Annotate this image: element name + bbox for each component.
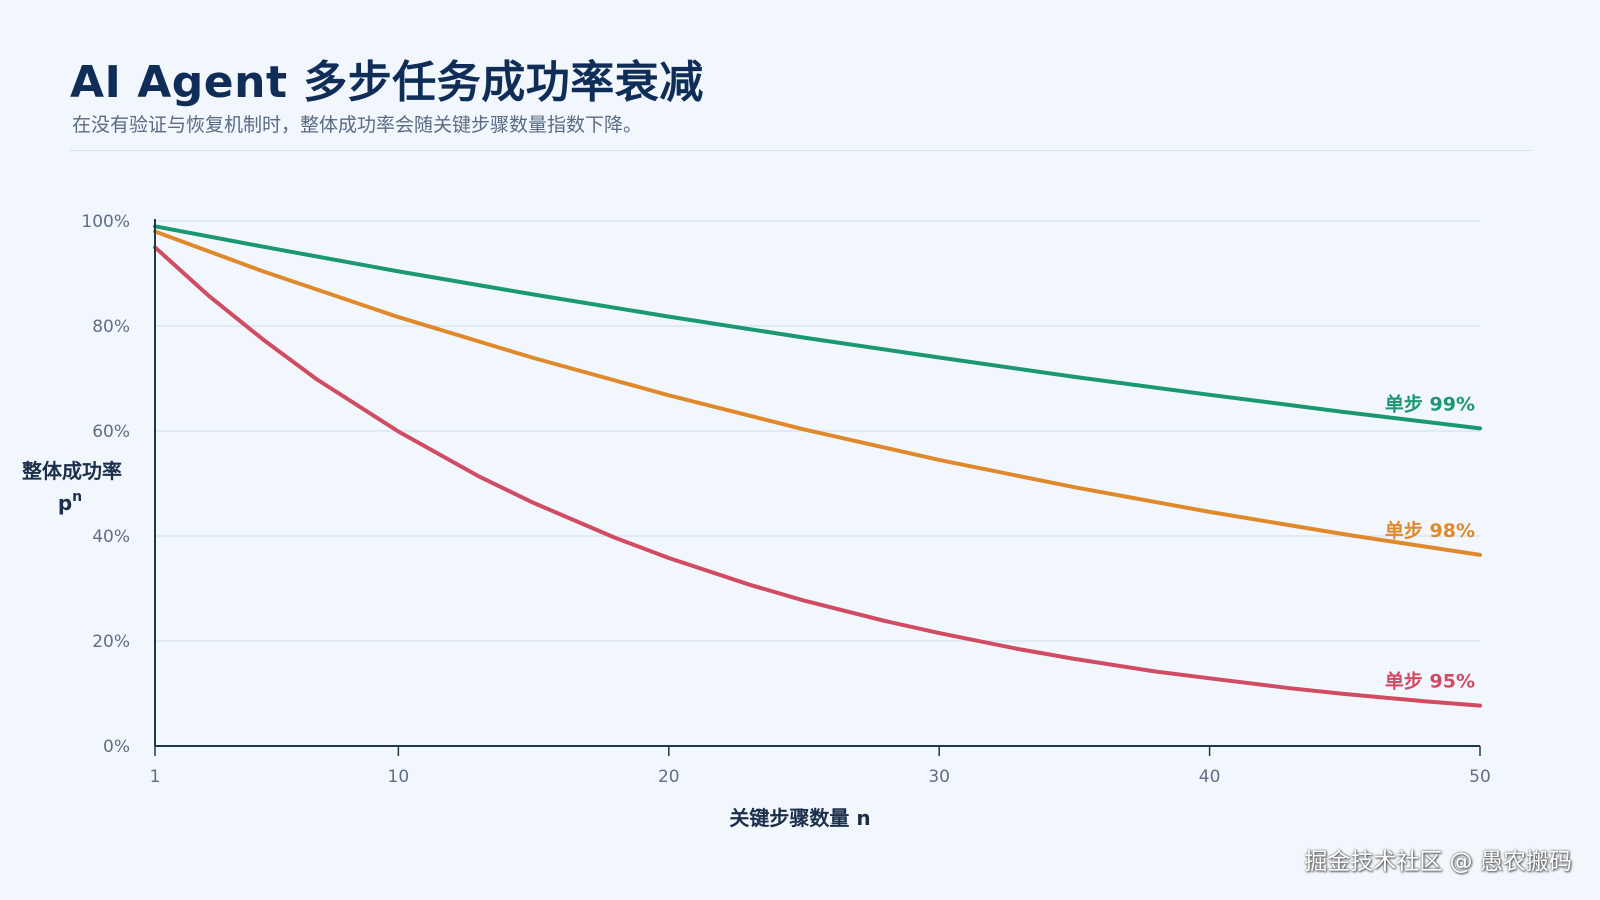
x-tick-label: 40 bbox=[1199, 767, 1221, 787]
y-tick-label: 80% bbox=[92, 317, 130, 337]
grid-lines bbox=[155, 220, 1480, 642]
series-label-1: 单步 99% bbox=[1385, 392, 1475, 415]
series-label-3: 单步 95% bbox=[1385, 670, 1475, 693]
watermark: 掘金技术社区 @ 愚农搬码 bbox=[1304, 849, 1572, 875]
axes bbox=[154, 219, 1481, 756]
x-tick-label: 20 bbox=[658, 767, 680, 787]
x-tick-label: 50 bbox=[1469, 767, 1491, 787]
y-tick-label: 40% bbox=[92, 527, 130, 547]
x-tick-label: 10 bbox=[388, 767, 410, 787]
x-tick-label: 30 bbox=[928, 767, 950, 787]
x-tick-label: 1 bbox=[150, 767, 161, 787]
y-axis-formula: pn bbox=[58, 489, 82, 515]
y-axis-title: 整体成功率 bbox=[21, 459, 122, 483]
y-axis-formula-base: p bbox=[58, 491, 72, 515]
series-line-2 bbox=[153, 229, 1482, 557]
series-labels: 单步 99% 单步 98% 单步 95% bbox=[1385, 392, 1475, 692]
x-axis-title: 关键步骤数量 n bbox=[729, 806, 870, 830]
page-subtitle: 在没有验证与恢复机制时，整体成功率会随关键步骤数量指数下降。 bbox=[72, 114, 643, 136]
header-divider bbox=[70, 150, 1532, 151]
y-tick-label: 100% bbox=[81, 212, 130, 232]
y-tick-label: 0% bbox=[103, 737, 130, 757]
series-line-3 bbox=[153, 245, 1482, 708]
series-label-2: 单步 98% bbox=[1385, 519, 1475, 542]
y-tick-label: 60% bbox=[92, 422, 130, 442]
page-title: AI Agent 多步任务成功率衰减 bbox=[70, 57, 704, 108]
tick-labels: 0% 20% 40% 60% 80% 100% 1 10 20 30 40 50 bbox=[81, 212, 1490, 787]
y-tick-label: 20% bbox=[92, 632, 130, 652]
series-line-1 bbox=[153, 224, 1482, 431]
series-lines bbox=[153, 224, 1482, 708]
y-axis-formula-exponent: n bbox=[72, 489, 82, 505]
